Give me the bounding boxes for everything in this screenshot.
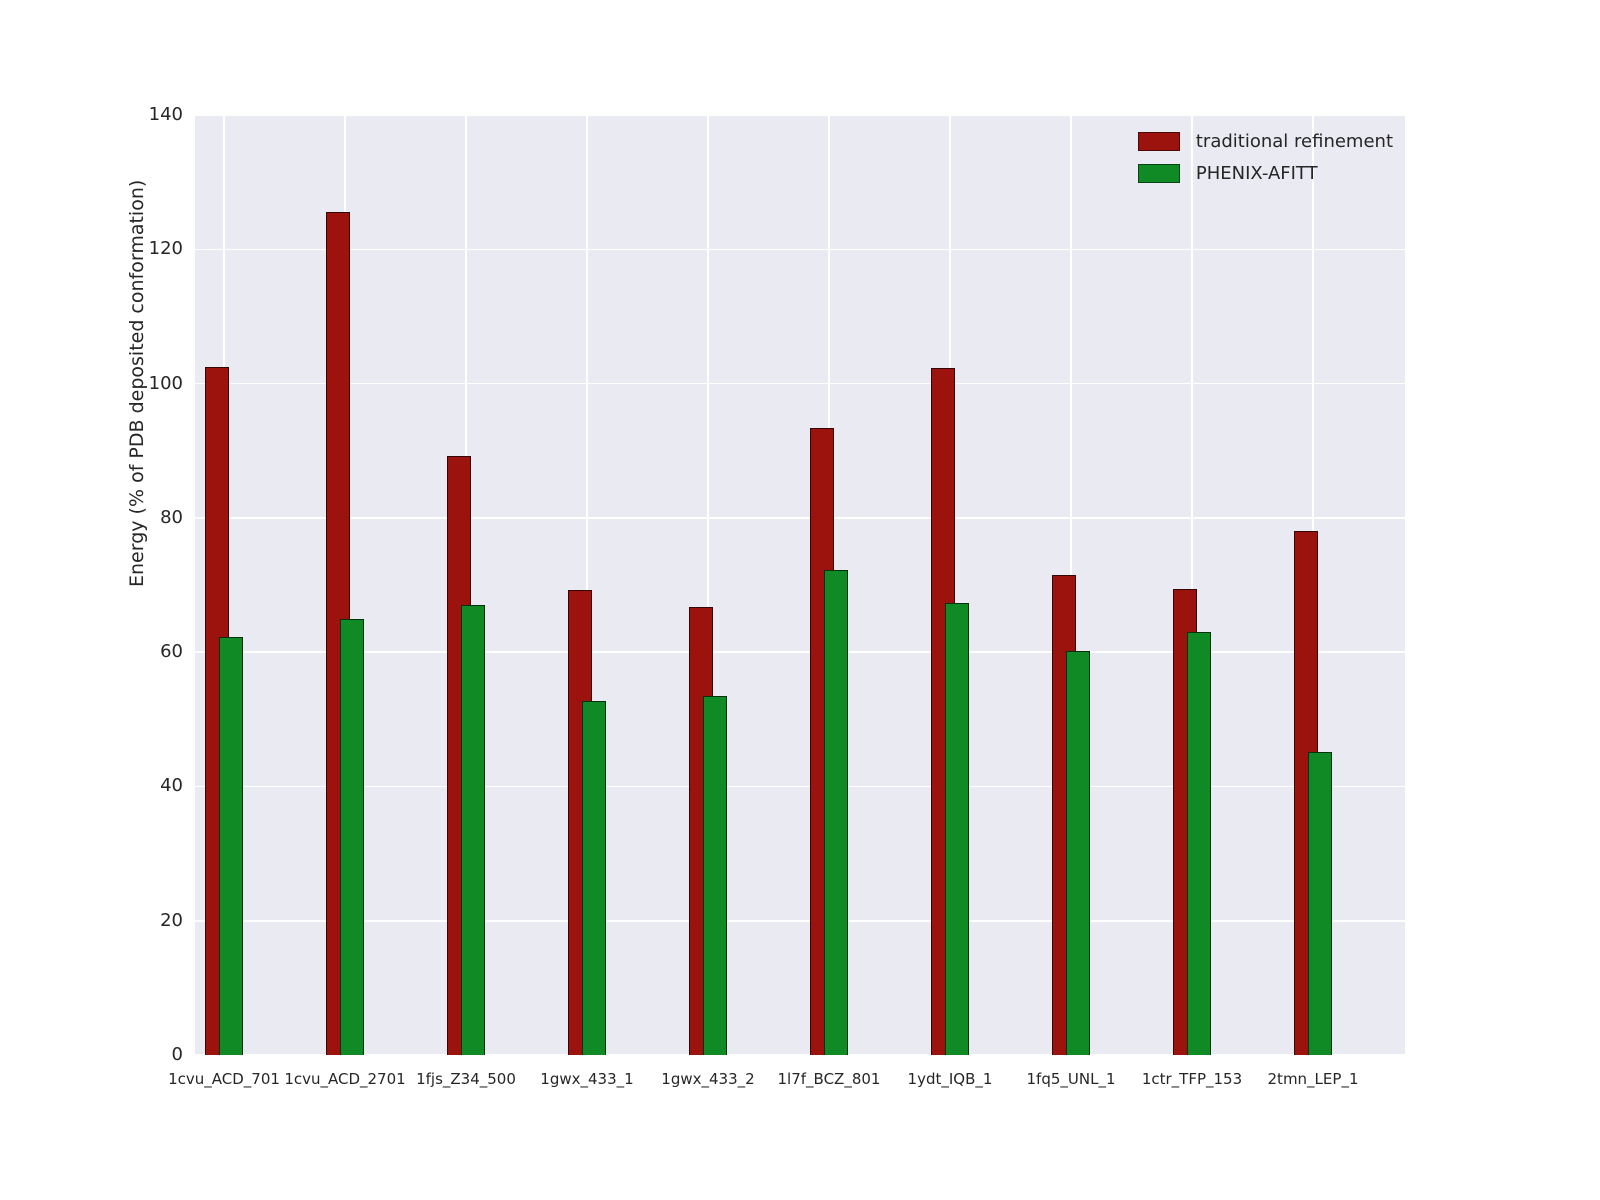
- y-tick-label: 0: [171, 1044, 183, 1065]
- plot-area: traditional refinement PHENIX-AFITT: [195, 114, 1405, 1056]
- legend: traditional refinement PHENIX-AFITT: [1137, 131, 1393, 184]
- bar-phenix-1cvu_ACD_2701: [340, 618, 364, 1055]
- x-tick-label: 2tmn_LEP_1: [1267, 1070, 1359, 1088]
- x-tick-label: 1l7f_BCZ_801: [777, 1070, 881, 1088]
- y-tick-label: 140: [148, 104, 183, 125]
- y-tick-label: 20: [160, 909, 183, 931]
- bar-phenix-1cvu_ACD_701: [219, 637, 243, 1055]
- legend-swatch: [1137, 132, 1180, 151]
- horizontal-gridline: [195, 919, 1405, 922]
- legend-item: PHENIX-AFITT: [1137, 163, 1393, 184]
- legend-item: traditional refinement: [1137, 131, 1393, 152]
- legend-label: PHENIX-AFITT: [1195, 163, 1318, 184]
- y-tick-label: 100: [148, 372, 183, 394]
- y-tick-label: 40: [160, 775, 183, 797]
- vertical-gridline: [707, 115, 709, 1055]
- x-tick-label: 1fjs_Z34_500: [416, 1070, 516, 1088]
- bar-phenix-1fq5_UNL_1: [1066, 651, 1090, 1055]
- bar-phenix-1gwx_433_1: [582, 700, 606, 1055]
- x-tick-label: 1gwx_433_2: [661, 1070, 755, 1088]
- x-tick-label: 1ctr_TFP_153: [1141, 1070, 1243, 1088]
- horizontal-gridline: [195, 785, 1405, 788]
- horizontal-gridline: [195, 651, 1405, 653]
- y-tick-label: 120: [148, 238, 183, 260]
- bar-phenix-1fjs_Z34_500: [461, 605, 485, 1055]
- horizontal-gridline: [195, 1054, 1405, 1056]
- horizontal-gridline: [195, 248, 1405, 251]
- horizontal-gridline: [195, 382, 1405, 385]
- legend-label: traditional refinement: [1195, 131, 1393, 152]
- horizontal-gridline: [195, 114, 1405, 116]
- y-tick-label: 60: [160, 641, 183, 663]
- x-tick-label: 1cvu_ACD_2701: [284, 1070, 406, 1088]
- legend-swatch: [1137, 164, 1180, 183]
- x-tick-label: 1fq5_UNL_1: [1026, 1070, 1116, 1088]
- vertical-gridline: [1191, 115, 1193, 1055]
- bar-phenix-1ydt_IQB_1: [945, 603, 969, 1055]
- bar-phenix-1gwx_433_2: [703, 696, 727, 1055]
- bar-phenix-1l7f_BCZ_801: [824, 569, 848, 1055]
- x-tick-label: 1gwx_433_1: [540, 1070, 634, 1088]
- bar-phenix-2tmn_LEP_1: [1308, 752, 1332, 1055]
- x-tick-label: 1ydt_IQB_1: [907, 1070, 993, 1088]
- bar-phenix-1ctr_TFP_153: [1187, 632, 1211, 1055]
- vertical-gridline: [586, 115, 588, 1055]
- x-tick-label: 1cvu_ACD_701: [168, 1070, 280, 1088]
- y-tick-label: 80: [160, 506, 183, 528]
- horizontal-gridline: [195, 517, 1405, 519]
